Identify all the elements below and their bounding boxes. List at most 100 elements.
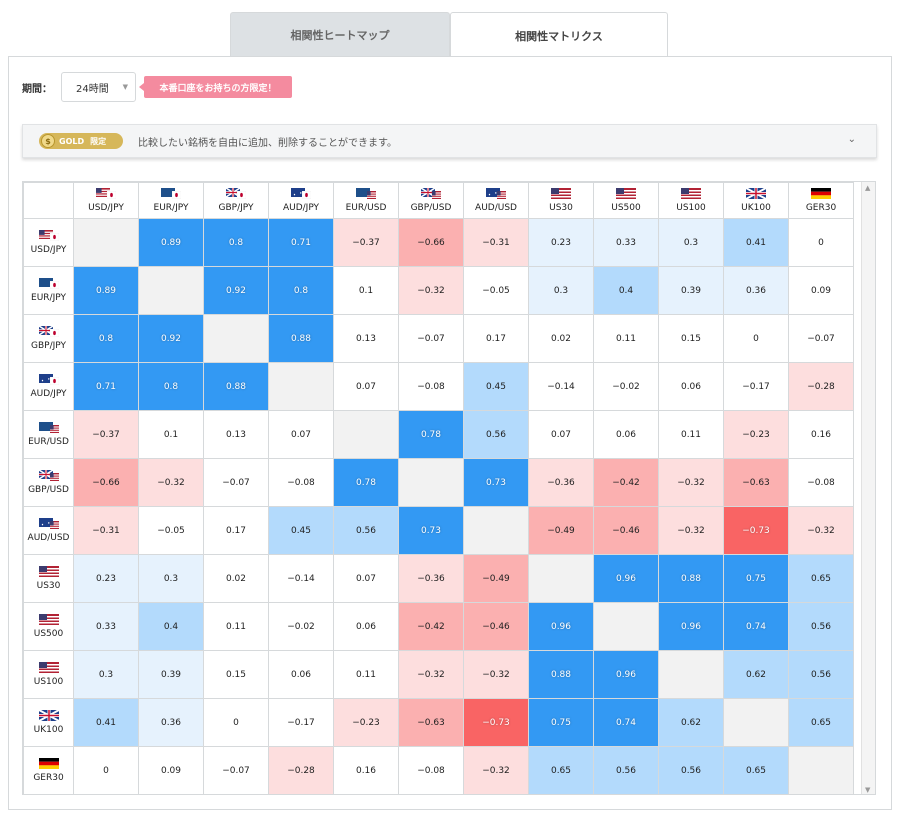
row-header-label: GBP/JPY bbox=[31, 341, 66, 351]
correlation-cell: 0.1 bbox=[333, 266, 399, 315]
correlation-cell: 0.89 bbox=[73, 266, 139, 315]
row-header-label: EUR/USD bbox=[28, 437, 69, 447]
correlation-cell: 0.56 bbox=[463, 410, 529, 459]
gold-description: 比較したい銘柄を自由に追加、削除することができます。 bbox=[138, 137, 397, 149]
correlation-cell: −0.08 bbox=[398, 362, 464, 411]
column-header-label: US30 bbox=[549, 203, 573, 213]
correlation-cell: 0.09 bbox=[138, 746, 204, 794]
table-row: US30 0.23 0.3 0.02 −0.14 0.07 −0.36 −0.49 0.96 0.… bbox=[23, 554, 854, 603]
correlation-cell: 0.65 bbox=[788, 554, 854, 603]
column-header-label: USD/JPY bbox=[88, 203, 124, 213]
correlation-cell: −0.32 bbox=[138, 458, 204, 507]
correlation-cell: −0.07 bbox=[398, 314, 464, 363]
correlation-cell: −0.28 bbox=[788, 362, 854, 411]
correlation-cell: 0.74 bbox=[723, 602, 789, 651]
table-row: GBP/JPY 0.8 0.92 0.88 0.13 −0.07 0.17 0.02 0.11 0… bbox=[23, 314, 854, 363]
correlation-cell: −0.05 bbox=[138, 506, 204, 555]
column-header: UK100 bbox=[723, 182, 789, 219]
correlation-cell: 0.39 bbox=[658, 266, 724, 315]
correlation-cell: 0.13 bbox=[333, 314, 399, 363]
column-header: AUD/USD bbox=[463, 182, 529, 219]
correlation-cell: 0.06 bbox=[593, 410, 659, 459]
row-header-label: US100 bbox=[33, 677, 64, 687]
correlation-cell: 0.13 bbox=[203, 410, 269, 459]
correlation-cell: 0.23 bbox=[73, 554, 139, 603]
period-label: 期間： bbox=[22, 83, 52, 95]
correlation-cell: 0.36 bbox=[138, 698, 204, 747]
correlation-cell: 0.39 bbox=[138, 650, 204, 699]
row-header-label: GBP/USD bbox=[28, 485, 69, 495]
correlation-cell bbox=[268, 362, 334, 411]
correlation-cell: 0 bbox=[788, 218, 854, 267]
correlation-cell bbox=[528, 554, 594, 603]
correlation-cell bbox=[723, 698, 789, 747]
correlation-cell: 0.3 bbox=[138, 554, 204, 603]
correlation-cell: −0.32 bbox=[398, 266, 464, 315]
correlation-cell: 0.56 bbox=[658, 746, 724, 794]
gold-badge: $ GOLD 限定 bbox=[39, 133, 123, 149]
correlation-cell: −0.28 bbox=[268, 746, 334, 794]
correlation-cell: 0.56 bbox=[593, 746, 659, 794]
correlation-cell: 0.8 bbox=[138, 362, 204, 411]
correlation-cell bbox=[788, 746, 854, 794]
correlation-cell: −0.32 bbox=[463, 746, 529, 794]
correlation-cell: −0.49 bbox=[528, 506, 594, 555]
correlation-cell: 0.16 bbox=[333, 746, 399, 794]
correlation-cell: 0.16 bbox=[788, 410, 854, 459]
correlation-cell: −0.36 bbox=[528, 458, 594, 507]
correlation-cell: 0.62 bbox=[658, 698, 724, 747]
gold-limit-label: 限定 bbox=[90, 136, 107, 146]
tab-matrix[interactable]: 相関性マトリクス bbox=[450, 12, 668, 58]
correlation-cell: 0.92 bbox=[203, 266, 269, 315]
correlation-cell: 0.89 bbox=[138, 218, 204, 267]
matrix-corner bbox=[23, 182, 74, 219]
row-header-label: AUD/USD bbox=[27, 533, 70, 543]
row-header: US100 bbox=[23, 650, 74, 699]
correlation-cell: 0.33 bbox=[73, 602, 139, 651]
correlation-cell: 0.11 bbox=[203, 602, 269, 651]
correlation-table: USD/JPY EUR/JPY GBP/JPY AUD/JPY EUR/USD GBP/U… bbox=[23, 182, 854, 794]
period-select[interactable]: 24時間 ▼ bbox=[61, 72, 136, 102]
correlation-cell: −0.05 bbox=[463, 266, 529, 315]
correlation-cell: 0.96 bbox=[593, 554, 659, 603]
correlation-cell: 0.07 bbox=[333, 554, 399, 603]
row-header: EUR/JPY bbox=[23, 266, 74, 315]
correlation-cell: −0.73 bbox=[723, 506, 789, 555]
correlation-cell: 0.88 bbox=[203, 362, 269, 411]
tab-heatmap[interactable]: 相関性ヒートマップ bbox=[230, 12, 450, 57]
correlation-cell: 0 bbox=[73, 746, 139, 794]
table-row: GER30 0 0.09 −0.07 −0.28 0.16 −0.08 −0.32 0.65 0.… bbox=[23, 746, 854, 794]
correlation-cell: 0.56 bbox=[333, 506, 399, 555]
correlation-cell: 0.3 bbox=[658, 218, 724, 267]
correlation-cell: −0.23 bbox=[333, 698, 399, 747]
scroll-down-icon[interactable]: ▼ bbox=[865, 786, 871, 794]
correlation-cell: −0.66 bbox=[73, 458, 139, 507]
correlation-cell: −0.07 bbox=[203, 746, 269, 794]
correlation-cell bbox=[398, 458, 464, 507]
gold-feature-bar[interactable]: $ GOLD 限定 比較したい銘柄を自由に追加、削除することができます。 ⌄ bbox=[22, 124, 877, 158]
correlation-cell: 0.11 bbox=[593, 314, 659, 363]
correlation-cell: −0.32 bbox=[463, 650, 529, 699]
correlation-cell: 0.65 bbox=[723, 746, 789, 794]
correlation-cell: 0.11 bbox=[333, 650, 399, 699]
scroll-up-icon[interactable]: ▲ bbox=[865, 184, 871, 192]
correlation-cell: 0.3 bbox=[528, 266, 594, 315]
correlation-cell: −0.32 bbox=[658, 506, 724, 555]
correlation-cell bbox=[138, 266, 204, 315]
column-header-label: GBP/USD bbox=[410, 203, 452, 213]
correlation-cell: −0.42 bbox=[398, 602, 464, 651]
correlation-cell: 0.8 bbox=[268, 266, 334, 315]
correlation-cell: 0.11 bbox=[658, 410, 724, 459]
table-row: AUD/USD −0.31 −0.05 0.17 0.45 0.56 0.73 −0.49 −0… bbox=[23, 506, 854, 555]
row-header: US500 bbox=[23, 602, 74, 651]
correlation-cell: −0.66 bbox=[398, 218, 464, 267]
row-header: GER30 bbox=[23, 746, 74, 794]
correlation-cell: 0.96 bbox=[593, 650, 659, 699]
correlation-cell: 0.71 bbox=[268, 218, 334, 267]
column-header: GER30 bbox=[788, 182, 854, 219]
chevron-down-icon[interactable]: ⌄ bbox=[847, 134, 856, 145]
column-header-label: EUR/USD bbox=[345, 203, 387, 213]
vertical-scrollbar[interactable]: ▲ ▼ bbox=[861, 182, 875, 794]
tab-bar: 相関性ヒートマップ 相関性マトリクス bbox=[230, 12, 668, 58]
correlation-cell: −0.14 bbox=[268, 554, 334, 603]
